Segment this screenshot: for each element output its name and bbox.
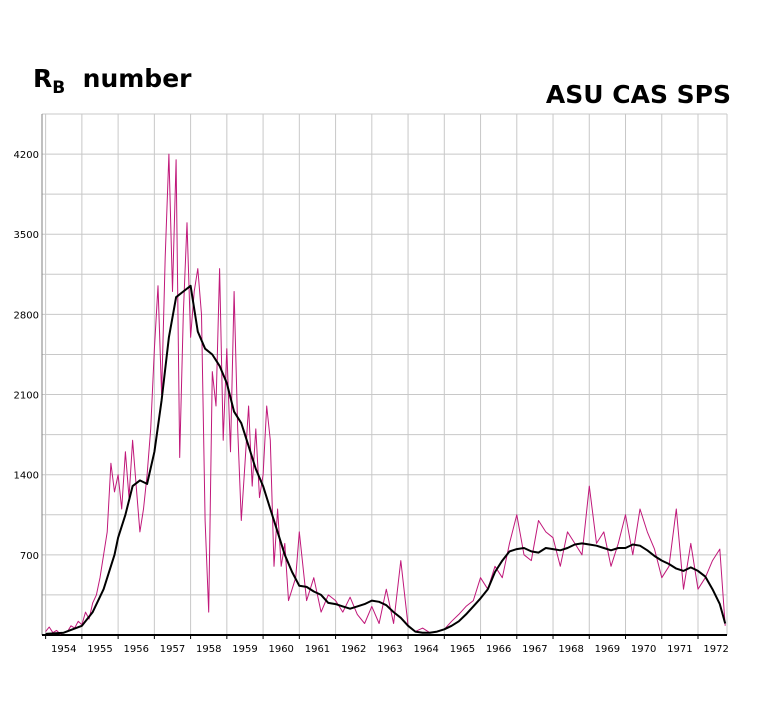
grid	[42, 113, 728, 635]
series-smoothed-line	[45, 284, 727, 635]
x-tick-label: 1971	[667, 644, 692, 655]
y-tick-label: 2800	[14, 310, 39, 321]
x-tick-label: 1960	[268, 644, 293, 655]
axes	[41, 114, 727, 639]
x-tick-label: 1963	[377, 644, 402, 655]
series-layer	[45, 153, 727, 635]
x-tick-label: 1962	[341, 644, 366, 655]
x-tick-label: 1956	[124, 644, 149, 655]
chart-title: RB number	[33, 64, 191, 98]
x-tick-label: 1964	[413, 644, 438, 655]
y-tick-label: 700	[20, 551, 39, 562]
x-tick-label: 1959	[232, 644, 257, 655]
series-monthly-line	[45, 153, 726, 635]
y-tick-label: 2100	[14, 391, 39, 402]
x-tick-label: 1967	[522, 644, 547, 655]
source-label: ASU CAS SPS	[545, 80, 731, 109]
x-tick-label: 1969	[595, 644, 620, 655]
title-subscript: B	[52, 78, 66, 98]
x-tick-label: 1970	[631, 644, 656, 655]
x-tick-label: 1965	[450, 644, 475, 655]
y-tick-label: 4200	[14, 150, 39, 161]
x-tick-label: 1954	[51, 644, 76, 655]
x-tick-label: 1955	[87, 644, 112, 655]
x-tick-label: 1968	[558, 644, 583, 655]
x-tick-label: 1961	[305, 644, 330, 655]
title-main: R	[33, 64, 53, 93]
y-tick-label: 1400	[14, 471, 39, 482]
x-tick-label: 1972	[703, 644, 728, 655]
x-tick-label: 1966	[486, 644, 511, 655]
y-tick-label: 3500	[14, 230, 39, 241]
x-tick-label: 1958	[196, 644, 221, 655]
title-rest: number	[82, 64, 192, 93]
x-tick-label: 1957	[160, 644, 185, 655]
tick-labels: 700 1400 2100 2800 3500 4200 1954 1955 1956 1957 1…	[14, 150, 729, 655]
